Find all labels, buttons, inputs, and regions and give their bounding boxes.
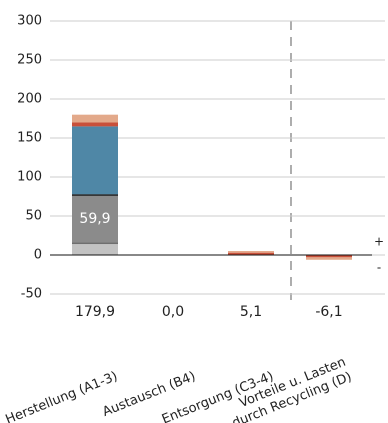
y-tick-label: 50 [25,209,42,224]
total-label: 179,9 [75,304,115,320]
bar-segment [228,252,274,255]
bar-segment [72,244,118,255]
bar-segment [72,242,118,245]
total-label: 5,1 [240,304,262,320]
y-tick-label: 300 [17,14,42,29]
bar-segment [72,195,118,243]
bar-segment [306,255,352,258]
y-tick-label: -50 [21,287,42,302]
bar-segment [72,114,118,123]
total-label: 0,0 [162,304,184,320]
bar-segment [72,194,118,196]
x-tick-label: Herstellung (A1-3) [4,369,120,423]
y-tick-label: 200 [17,92,42,107]
segment-label: 59,9 [79,211,110,227]
annotation: - [377,261,381,275]
bar-segment [228,251,274,253]
bar-segment [72,122,118,127]
y-tick-label: 100 [17,170,42,185]
y-tick-label: 250 [17,53,42,68]
total-label: -6,1 [315,304,342,320]
bar-segment [72,126,118,195]
y-tick-label: 150 [17,131,42,146]
y-tick-label: 0 [34,248,42,263]
annotation: + [374,235,384,249]
bar-segment [306,257,352,260]
